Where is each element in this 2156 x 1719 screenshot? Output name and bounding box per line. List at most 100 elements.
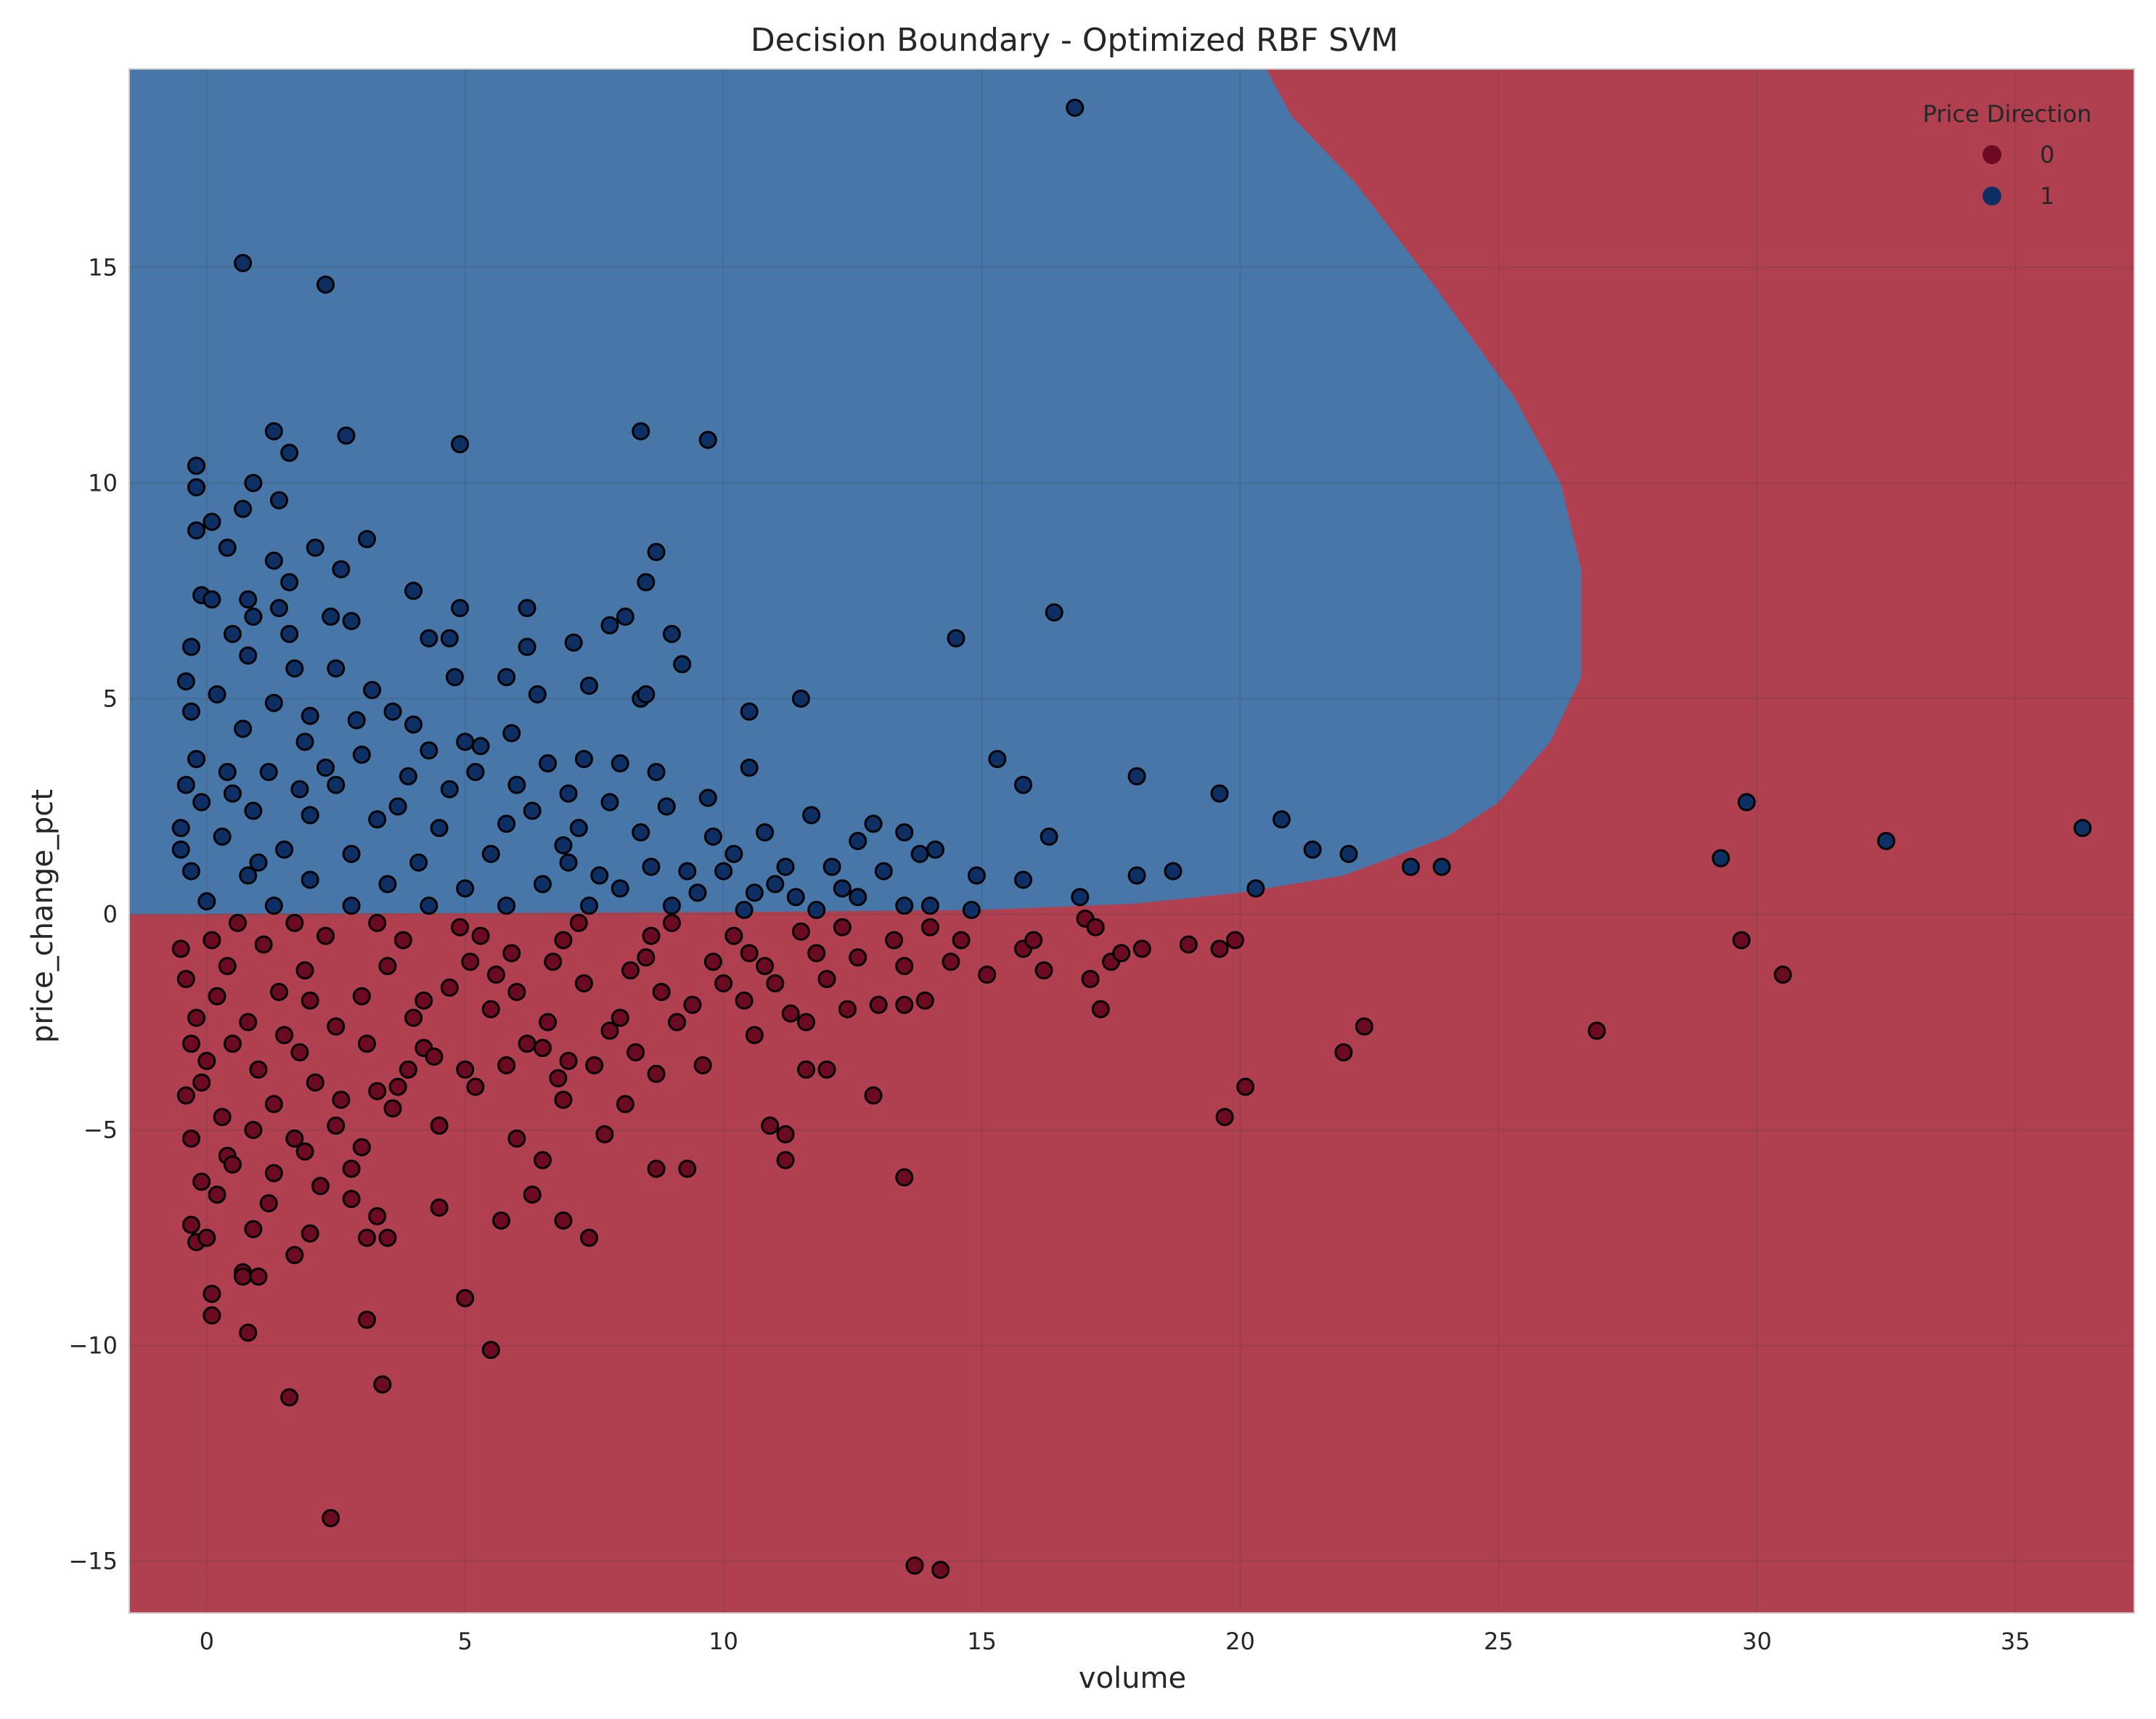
data-point-class-0 (368, 1082, 387, 1101)
data-point-class-1 (456, 732, 475, 751)
data-point-class-0 (352, 987, 371, 1005)
data-point-class-0 (905, 1556, 924, 1575)
y-tick-label: −5 (83, 1116, 118, 1144)
data-point-class-0 (869, 995, 888, 1014)
data-point-class-1 (569, 819, 588, 838)
data-point-class-0 (626, 1043, 645, 1062)
data-point-class-0 (1732, 931, 1751, 950)
data-point-class-0 (745, 1026, 764, 1045)
data-point-class-0 (1215, 1108, 1234, 1127)
data-point-class-0 (342, 1190, 361, 1209)
legend-title: Price Direction (1923, 100, 2092, 128)
data-point-class-0 (621, 961, 640, 980)
data-point-class-0 (518, 1034, 536, 1053)
data-point-class-0 (662, 913, 681, 932)
data-point-class-0 (637, 948, 656, 967)
data-point-class-1 (223, 624, 242, 643)
data-point-class-0 (208, 1185, 226, 1204)
data-point-class-1 (507, 775, 526, 794)
data-point-class-0 (502, 944, 521, 963)
data-point-class-0 (456, 1060, 475, 1079)
data-point-class-1 (218, 538, 237, 557)
data-point-class-1 (1272, 810, 1291, 829)
data-point-class-1 (332, 560, 351, 579)
y-tick-label: 0 (103, 901, 118, 928)
data-point-class-0 (301, 991, 319, 1010)
data-point-class-1 (409, 853, 428, 872)
data-point-class-0 (176, 970, 195, 989)
data-point-class-1 (244, 608, 263, 626)
data-point-class-1 (523, 801, 542, 820)
data-point-class-0 (611, 1008, 629, 1027)
data-point-class-1 (786, 888, 805, 907)
data-point-class-0 (1588, 1021, 1606, 1040)
data-point-class-1 (642, 857, 661, 876)
data-point-class-0 (378, 1228, 397, 1247)
data-point-class-0 (285, 913, 304, 932)
data-point-class-0 (378, 957, 397, 976)
data-point-class-0 (761, 1116, 780, 1135)
data-point-class-0 (559, 1052, 578, 1071)
data-point-class-0 (327, 1116, 346, 1135)
data-point-class-0 (399, 1060, 417, 1079)
data-point-class-0 (544, 952, 563, 971)
data-point-class-0 (507, 982, 526, 1001)
data-point-class-1 (518, 637, 536, 656)
x-tick-label: 25 (1484, 1628, 1514, 1655)
data-point-class-0 (724, 926, 743, 945)
data-point-class-0 (187, 1008, 206, 1027)
data-point-class-0 (497, 1056, 516, 1074)
data-point-class-0 (352, 1138, 371, 1156)
data-point-class-1 (239, 646, 258, 665)
data-point-class-1 (306, 538, 324, 557)
data-point-class-0 (327, 1017, 346, 1036)
data-point-class-1 (554, 836, 573, 854)
data-point-class-0 (600, 1021, 619, 1040)
data-point-class-1 (342, 897, 361, 915)
data-point-class-1 (181, 702, 200, 721)
data-point-class-0 (306, 1073, 324, 1092)
data-point-class-0 (466, 1077, 485, 1096)
data-point-class-1 (239, 590, 258, 609)
data-point-class-0 (486, 965, 505, 984)
data-point-class-1 (1246, 879, 1265, 898)
x-tick-label: 5 (458, 1628, 473, 1655)
data-point-class-0 (533, 1151, 552, 1169)
data-point-class-1 (637, 685, 656, 703)
data-point-class-0 (554, 1090, 573, 1109)
data-point-class-0 (203, 931, 221, 950)
data-point-class-1 (874, 862, 893, 881)
data-point-class-1 (947, 629, 965, 648)
data-point-class-0 (332, 1090, 351, 1109)
data-point-class-1 (807, 901, 826, 920)
data-point-class-0 (1086, 918, 1105, 936)
series-0 (171, 909, 1792, 1580)
data-point-class-1 (388, 797, 407, 816)
data-point-class-1 (1071, 888, 1090, 907)
data-point-class-1 (895, 823, 914, 842)
data-point-class-0 (244, 1220, 263, 1238)
data-point-class-0 (192, 1073, 211, 1092)
data-point-class-0 (393, 931, 412, 950)
data-point-class-1 (988, 750, 1007, 769)
data-point-class-1 (187, 457, 206, 475)
data-point-class-1 (574, 750, 593, 769)
data-point-class-0 (383, 1099, 402, 1118)
data-point-class-0 (244, 1121, 263, 1140)
data-point-class-1 (637, 573, 656, 592)
data-point-class-1 (187, 478, 206, 497)
data-point-class-1 (269, 491, 288, 510)
data-point-class-0 (574, 974, 593, 993)
data-point-class-1 (703, 828, 722, 846)
data-point-class-1 (564, 633, 583, 652)
data-point-class-1 (176, 775, 195, 794)
data-point-class-1 (301, 870, 319, 889)
data-point-class-1 (234, 719, 253, 738)
data-point-class-1 (756, 823, 775, 842)
data-point-class-0 (1091, 1000, 1110, 1018)
data-point-class-1 (533, 875, 552, 894)
data-point-class-1 (849, 832, 867, 850)
data-point-class-0 (234, 1267, 253, 1286)
legend-label-class-1: 1 (2040, 182, 2054, 210)
